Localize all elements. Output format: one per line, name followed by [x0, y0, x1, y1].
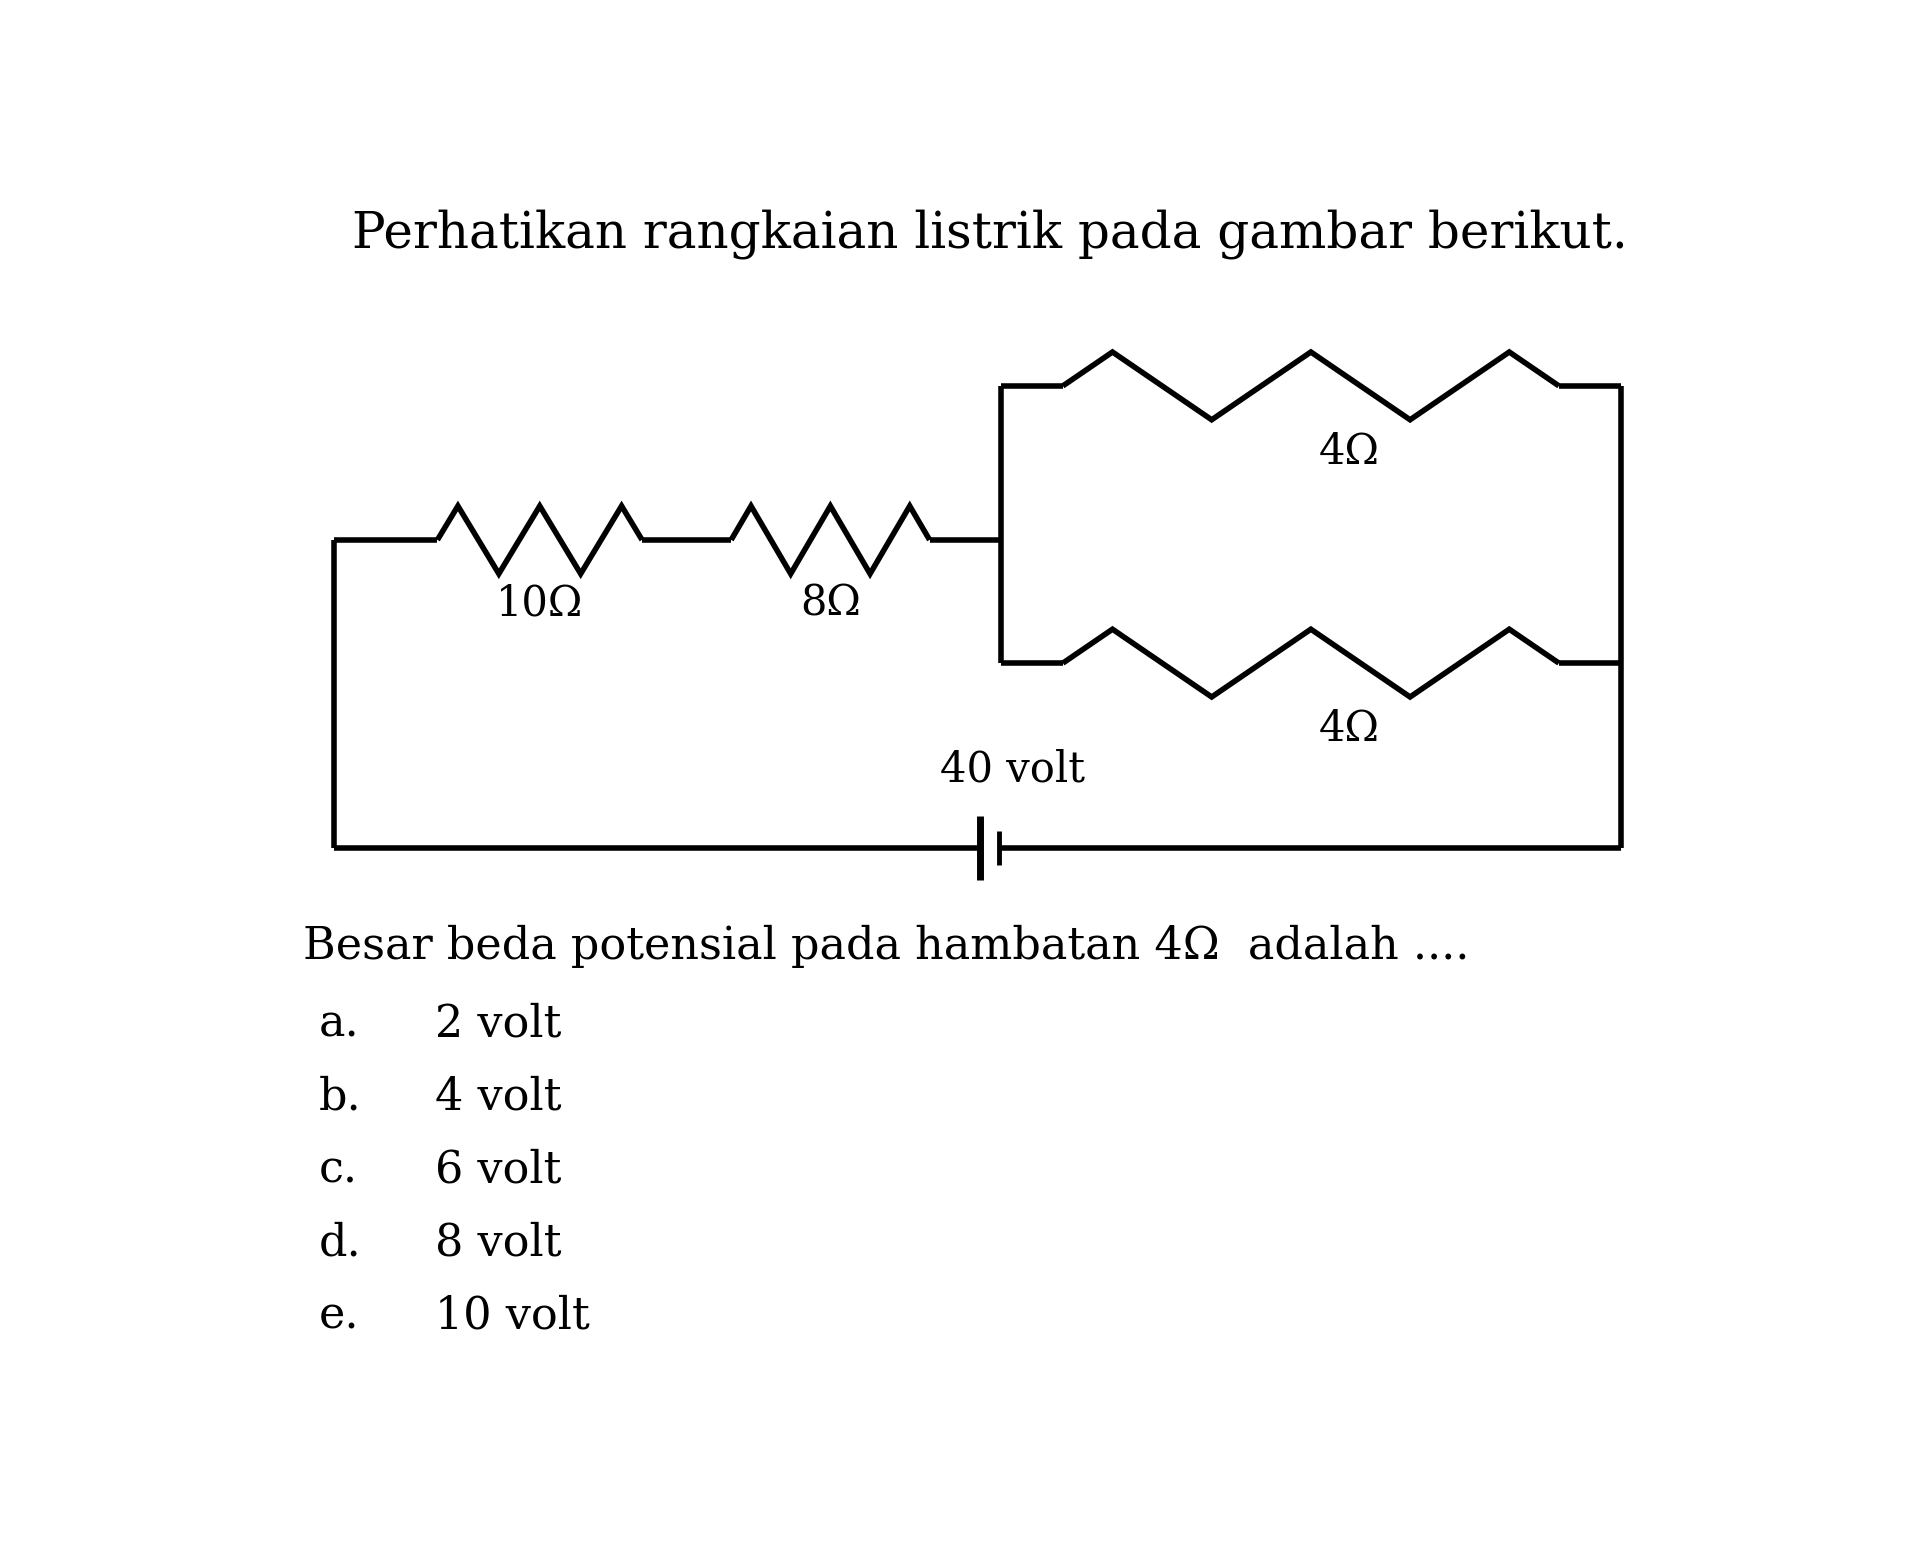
Text: 4Ω: 4Ω	[1318, 430, 1380, 473]
Text: 2 volt: 2 volt	[434, 1002, 562, 1045]
Text: 6 volt: 6 volt	[434, 1148, 562, 1191]
Text: d.: d.	[318, 1222, 361, 1265]
Text: 4 volt: 4 volt	[434, 1076, 562, 1119]
Text: Perhatikan rangkaian listrik pada gambar berikut.: Perhatikan rangkaian listrik pada gambar…	[351, 208, 1627, 259]
Text: Besar beda potensial pada hambatan 4Ω  adalah ....: Besar beda potensial pada hambatan 4Ω ad…	[303, 925, 1469, 968]
Text: a.: a.	[318, 1002, 359, 1045]
Text: 10Ω: 10Ω	[496, 582, 583, 624]
Text: e.: e.	[318, 1294, 359, 1338]
Text: c.: c.	[318, 1148, 357, 1191]
Text: 10 volt: 10 volt	[434, 1294, 589, 1338]
Text: 8Ω: 8Ω	[799, 582, 861, 624]
Text: 4Ω: 4Ω	[1318, 707, 1380, 750]
Text: b.: b.	[318, 1076, 361, 1119]
Text: 8 volt: 8 volt	[434, 1222, 562, 1265]
Text: 40 volt: 40 volt	[940, 747, 1085, 791]
